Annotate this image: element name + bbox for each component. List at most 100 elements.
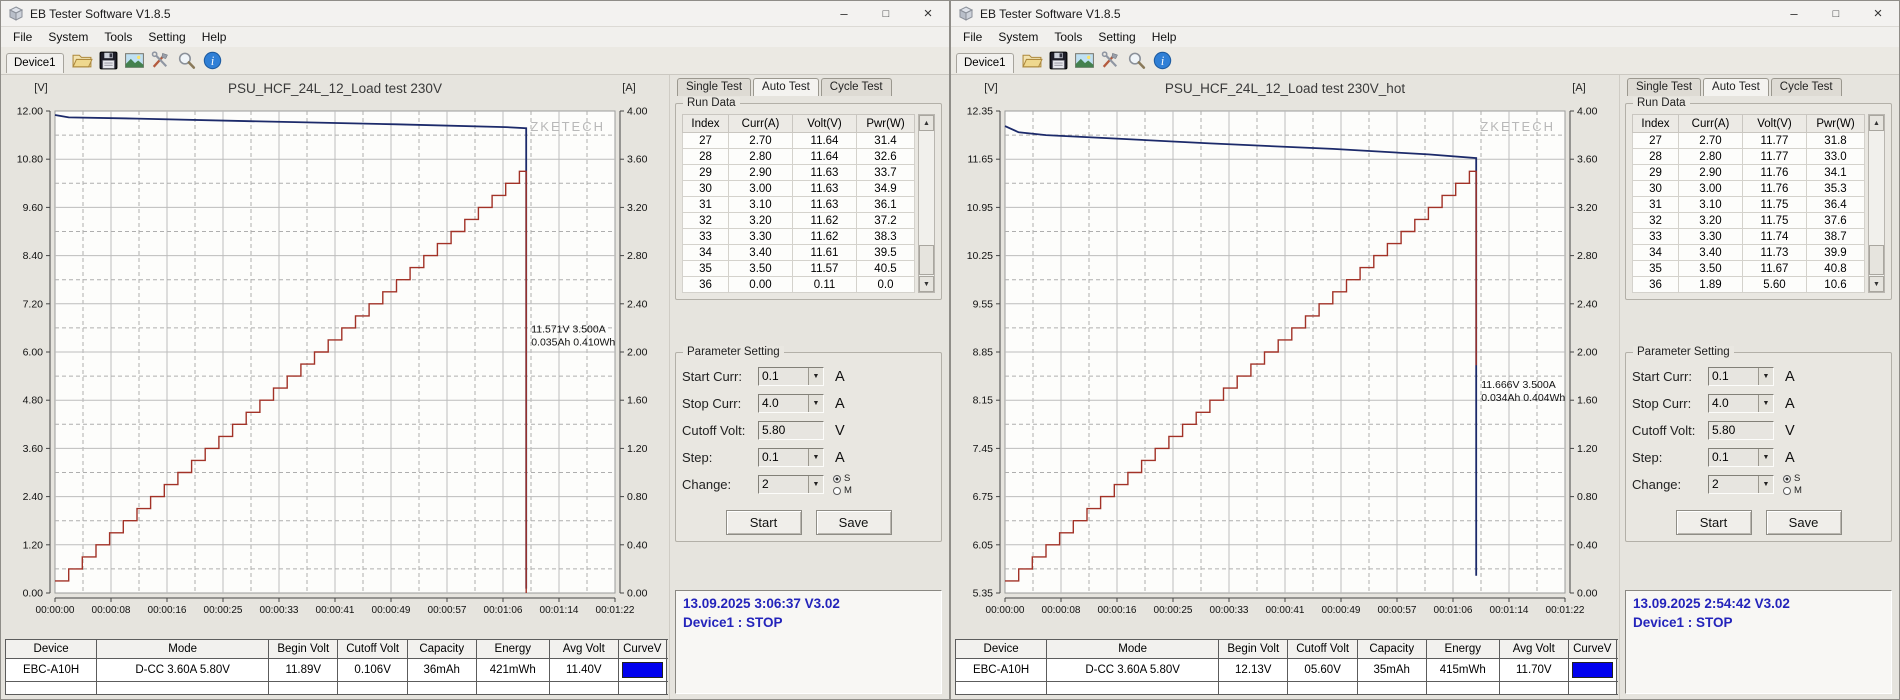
load-test-chart[interactable]: PSU_HCF_24L_12_Load test 230V[V][A]12.00… <box>5 77 667 625</box>
param-value[interactable]: 5.80 <box>1709 422 1773 439</box>
param-value[interactable]: 2 <box>1709 476 1758 493</box>
run-data-row[interactable]: 292.9011.6333.7 <box>683 165 915 181</box>
run-data-row[interactable]: 313.1011.7536.4 <box>1633 197 1865 213</box>
run-data-row[interactable]: 323.2011.6237.2 <box>683 213 915 229</box>
about-info-icon[interactable]: i <box>200 49 226 73</box>
run-data-scrollbar[interactable] <box>918 114 935 293</box>
tab-single-test[interactable]: Single Test <box>677 78 751 96</box>
run-data-row[interactable]: 303.0011.6334.9 <box>683 181 915 197</box>
dropdown-arrow-icon[interactable] <box>808 449 823 466</box>
param-input-step[interactable]: 0.1 <box>758 448 824 467</box>
minimize-button[interactable] <box>1773 1 1815 26</box>
run-data-row[interactable]: 353.5011.6740.8 <box>1633 261 1865 277</box>
dropdown-arrow-icon[interactable] <box>1758 449 1773 466</box>
tools-icon[interactable] <box>1098 49 1124 73</box>
menu-item-system[interactable]: System <box>40 28 96 46</box>
save-button[interactable]: Save <box>1766 510 1842 535</box>
dropdown-arrow-icon[interactable] <box>1758 476 1773 493</box>
tab-single-test[interactable]: Single Test <box>1627 78 1701 96</box>
run-data-row[interactable]: 361.895.6010.6 <box>1633 277 1865 293</box>
dropdown-arrow-icon[interactable] <box>808 476 823 493</box>
menu-item-tools[interactable]: Tools <box>96 28 140 46</box>
param-value[interactable]: 5.80 <box>759 422 823 439</box>
radio-s[interactable]: S <box>1783 473 1802 484</box>
export-image-icon[interactable] <box>1072 49 1098 73</box>
radio-s[interactable]: S <box>833 473 852 484</box>
menu-item-file[interactable]: File <box>5 28 40 46</box>
param-input-cutoff-volt[interactable]: 5.80 <box>758 421 824 440</box>
dropdown-arrow-icon[interactable] <box>808 395 823 412</box>
scroll-down-icon[interactable] <box>919 276 934 292</box>
tools-icon[interactable] <box>148 49 174 73</box>
close-button[interactable] <box>907 1 949 26</box>
start-button[interactable]: Start <box>726 510 802 535</box>
menu-item-file[interactable]: File <box>955 28 990 46</box>
radio-circle-icon[interactable] <box>833 475 841 483</box>
tab-auto-test[interactable]: Auto Test <box>1703 78 1769 96</box>
menu-item-system[interactable]: System <box>990 28 1046 46</box>
run-data-row[interactable]: 313.1011.6336.1 <box>683 197 915 213</box>
tab-cycle-test[interactable]: Cycle Test <box>821 78 892 96</box>
zoom-icon[interactable] <box>1124 49 1150 73</box>
run-data-row[interactable]: 272.7011.6431.4 <box>683 133 915 149</box>
run-data-row[interactable]: 323.2011.7537.6 <box>1633 213 1865 229</box>
zoom-icon[interactable] <box>174 49 200 73</box>
run-data-row[interactable]: 343.4011.7339.9 <box>1633 245 1865 261</box>
menu-item-help[interactable]: Help <box>1144 28 1185 46</box>
param-input-stop-curr[interactable]: 4.0 <box>758 394 824 413</box>
radio-circle-icon[interactable] <box>1783 487 1791 495</box>
start-button[interactable]: Start <box>1676 510 1752 535</box>
open-folder-icon[interactable] <box>70 49 96 73</box>
dropdown-arrow-icon[interactable] <box>1758 368 1773 385</box>
tab-cycle-test[interactable]: Cycle Test <box>1771 78 1842 96</box>
tab-auto-test[interactable]: Auto Test <box>753 78 819 96</box>
menu-item-setting[interactable]: Setting <box>140 28 193 46</box>
dropdown-arrow-icon[interactable] <box>808 368 823 385</box>
open-folder-icon[interactable] <box>1020 49 1046 73</box>
menu-item-setting[interactable]: Setting <box>1090 28 1143 46</box>
param-value[interactable]: 2 <box>759 476 808 493</box>
radio-circle-icon[interactable] <box>833 487 841 495</box>
param-input-start-curr[interactable]: 0.1 <box>1708 367 1774 386</box>
run-data-row[interactable]: 333.3011.7438.7 <box>1633 229 1865 245</box>
run-data-row[interactable]: 303.0011.7635.3 <box>1633 181 1865 197</box>
curve-v-swatch[interactable] <box>1572 662 1613 678</box>
dropdown-arrow-icon[interactable] <box>1758 395 1773 412</box>
curve-v-swatch[interactable] <box>622 662 663 678</box>
scroll-up-icon[interactable] <box>919 115 934 131</box>
about-info-icon[interactable]: i <box>1150 49 1176 73</box>
device-tab[interactable]: Device1 <box>956 53 1014 73</box>
save-icon[interactable] <box>96 49 122 73</box>
radio-m[interactable]: M <box>833 485 852 496</box>
run-data-row[interactable]: 343.4011.6139.5 <box>683 245 915 261</box>
param-value[interactable]: 0.1 <box>759 449 808 466</box>
param-value[interactable]: 0.1 <box>1709 368 1758 385</box>
maximize-button[interactable] <box>865 1 907 26</box>
param-input-start-curr[interactable]: 0.1 <box>758 367 824 386</box>
minimize-button[interactable] <box>823 1 865 26</box>
param-input-stop-curr[interactable]: 4.0 <box>1708 394 1774 413</box>
run-data-row[interactable]: 292.9011.7634.1 <box>1633 165 1865 181</box>
run-data-row[interactable]: 272.7011.7731.8 <box>1633 133 1865 149</box>
run-data-scrollbar[interactable] <box>1868 114 1885 293</box>
param-value[interactable]: 0.1 <box>1709 449 1758 466</box>
scroll-up-icon[interactable] <box>1869 115 1884 131</box>
param-value[interactable]: 4.0 <box>1709 395 1758 412</box>
load-test-chart[interactable]: PSU_HCF_24L_12_Load test 230V_hot[V][A]1… <box>955 77 1617 625</box>
param-input-change[interactable]: 2 <box>758 475 824 494</box>
radio-m[interactable]: M <box>1783 485 1802 496</box>
run-data-row[interactable]: 360.000.110.0 <box>683 277 915 293</box>
run-data-row[interactable]: 353.5011.5740.5 <box>683 261 915 277</box>
save-icon[interactable] <box>1046 49 1072 73</box>
menu-item-help[interactable]: Help <box>194 28 235 46</box>
scroll-track[interactable] <box>1869 131 1884 245</box>
device-tab[interactable]: Device1 <box>6 53 64 73</box>
close-button[interactable] <box>1857 1 1899 26</box>
param-input-step[interactable]: 0.1 <box>1708 448 1774 467</box>
save-button[interactable]: Save <box>816 510 892 535</box>
run-data-row[interactable]: 333.3011.6238.3 <box>683 229 915 245</box>
maximize-button[interactable] <box>1815 1 1857 26</box>
scroll-thumb[interactable] <box>919 245 934 275</box>
menu-item-tools[interactable]: Tools <box>1046 28 1090 46</box>
param-value[interactable]: 4.0 <box>759 395 808 412</box>
